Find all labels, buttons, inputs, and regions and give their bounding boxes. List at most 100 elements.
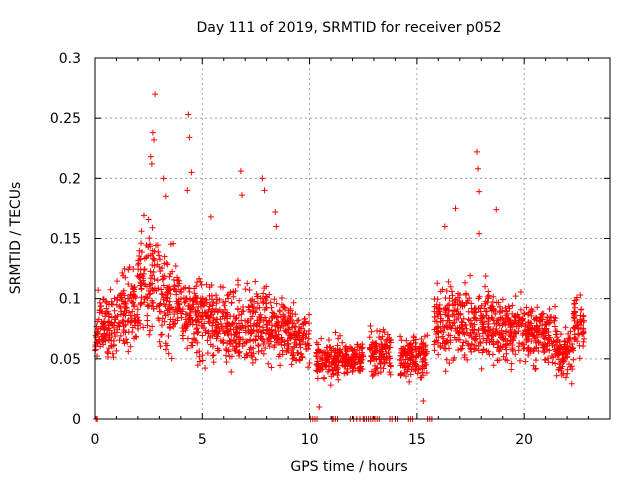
data-point bbox=[548, 352, 555, 359]
data-point bbox=[262, 345, 269, 352]
data-point bbox=[475, 327, 482, 334]
data-point bbox=[159, 315, 166, 322]
data-point bbox=[247, 322, 254, 329]
data-point bbox=[186, 288, 193, 295]
data-point bbox=[371, 340, 378, 347]
data-point bbox=[97, 303, 104, 310]
data-point bbox=[412, 363, 419, 370]
data-point bbox=[358, 345, 365, 352]
data-point bbox=[164, 342, 171, 349]
outlier-point bbox=[151, 136, 158, 143]
outlier-point bbox=[149, 129, 156, 136]
data-point bbox=[261, 285, 268, 292]
data-point bbox=[424, 348, 431, 355]
data-point bbox=[222, 352, 229, 359]
data-point bbox=[131, 293, 138, 300]
data-point bbox=[138, 280, 145, 287]
data-point bbox=[539, 322, 546, 329]
data-point bbox=[116, 337, 123, 344]
data-point bbox=[489, 303, 496, 310]
data-point bbox=[505, 315, 512, 322]
data-point bbox=[134, 306, 141, 313]
data-point bbox=[411, 360, 418, 367]
data-point bbox=[252, 356, 259, 363]
data-point bbox=[466, 295, 473, 302]
data-point bbox=[510, 337, 517, 344]
data-point bbox=[195, 313, 202, 320]
data-point bbox=[557, 331, 564, 338]
data-point bbox=[141, 296, 148, 302]
data-point bbox=[213, 300, 220, 307]
data-point bbox=[238, 311, 245, 318]
outlier-point bbox=[452, 205, 459, 212]
data-point bbox=[146, 235, 153, 242]
data-point bbox=[506, 318, 513, 325]
data-point bbox=[485, 318, 492, 325]
tick-labels: 0 5 10 15 20 0 0.05 0.1 0.15 0.2 0.25 0.3 bbox=[50, 51, 533, 448]
data-point bbox=[504, 357, 511, 364]
data-point bbox=[521, 311, 528, 318]
data-point bbox=[318, 335, 325, 342]
data-point bbox=[154, 277, 161, 284]
data-point bbox=[110, 354, 117, 361]
data-point bbox=[490, 306, 497, 313]
data-point bbox=[159, 276, 166, 283]
data-point bbox=[417, 374, 424, 381]
data-point bbox=[227, 326, 234, 333]
data-point bbox=[478, 312, 485, 319]
data-point bbox=[515, 347, 522, 354]
data-point bbox=[243, 339, 250, 346]
data-point bbox=[520, 345, 527, 352]
x-tick-label: 0 bbox=[91, 432, 100, 448]
data-point bbox=[239, 342, 246, 349]
data-point bbox=[367, 344, 374, 351]
data-point bbox=[313, 353, 320, 360]
data-point bbox=[175, 305, 182, 312]
data-point bbox=[236, 297, 243, 304]
data-point bbox=[330, 345, 337, 352]
data-point bbox=[377, 360, 384, 367]
data-point bbox=[158, 286, 165, 293]
data-point bbox=[192, 337, 199, 344]
data-point bbox=[197, 278, 204, 285]
data-point bbox=[179, 332, 186, 339]
data-point bbox=[134, 311, 141, 318]
data-point bbox=[140, 275, 147, 282]
data-point bbox=[99, 338, 106, 345]
data-point bbox=[485, 288, 492, 295]
data-point bbox=[496, 309, 503, 316]
data-point bbox=[268, 364, 275, 371]
outlier-point bbox=[238, 192, 245, 199]
data-point bbox=[531, 345, 538, 352]
data-point bbox=[181, 299, 188, 306]
data-point bbox=[166, 273, 173, 280]
data-point bbox=[235, 312, 242, 319]
data-point bbox=[162, 346, 169, 353]
data-point bbox=[191, 290, 198, 297]
data-point bbox=[244, 280, 251, 287]
data-point bbox=[544, 346, 551, 353]
data-point bbox=[406, 378, 413, 385]
data-point bbox=[376, 353, 383, 360]
data-point bbox=[455, 315, 462, 322]
data-point bbox=[443, 356, 450, 363]
data-point bbox=[126, 264, 133, 271]
data-point bbox=[540, 334, 547, 341]
data-point bbox=[95, 287, 102, 294]
data-point bbox=[551, 317, 558, 324]
data-point bbox=[435, 339, 442, 346]
data-point bbox=[371, 343, 378, 350]
data-point bbox=[105, 322, 112, 329]
data-point bbox=[289, 352, 296, 359]
data-point bbox=[207, 333, 214, 340]
data-point bbox=[539, 310, 546, 317]
data-point bbox=[322, 357, 329, 364]
data-point bbox=[459, 326, 466, 333]
data-point bbox=[174, 277, 181, 284]
data-point bbox=[456, 292, 463, 299]
data-point bbox=[162, 292, 169, 299]
data-point bbox=[260, 298, 267, 305]
data-point bbox=[142, 293, 149, 300]
data-point bbox=[230, 293, 237, 300]
data-point bbox=[512, 351, 519, 358]
